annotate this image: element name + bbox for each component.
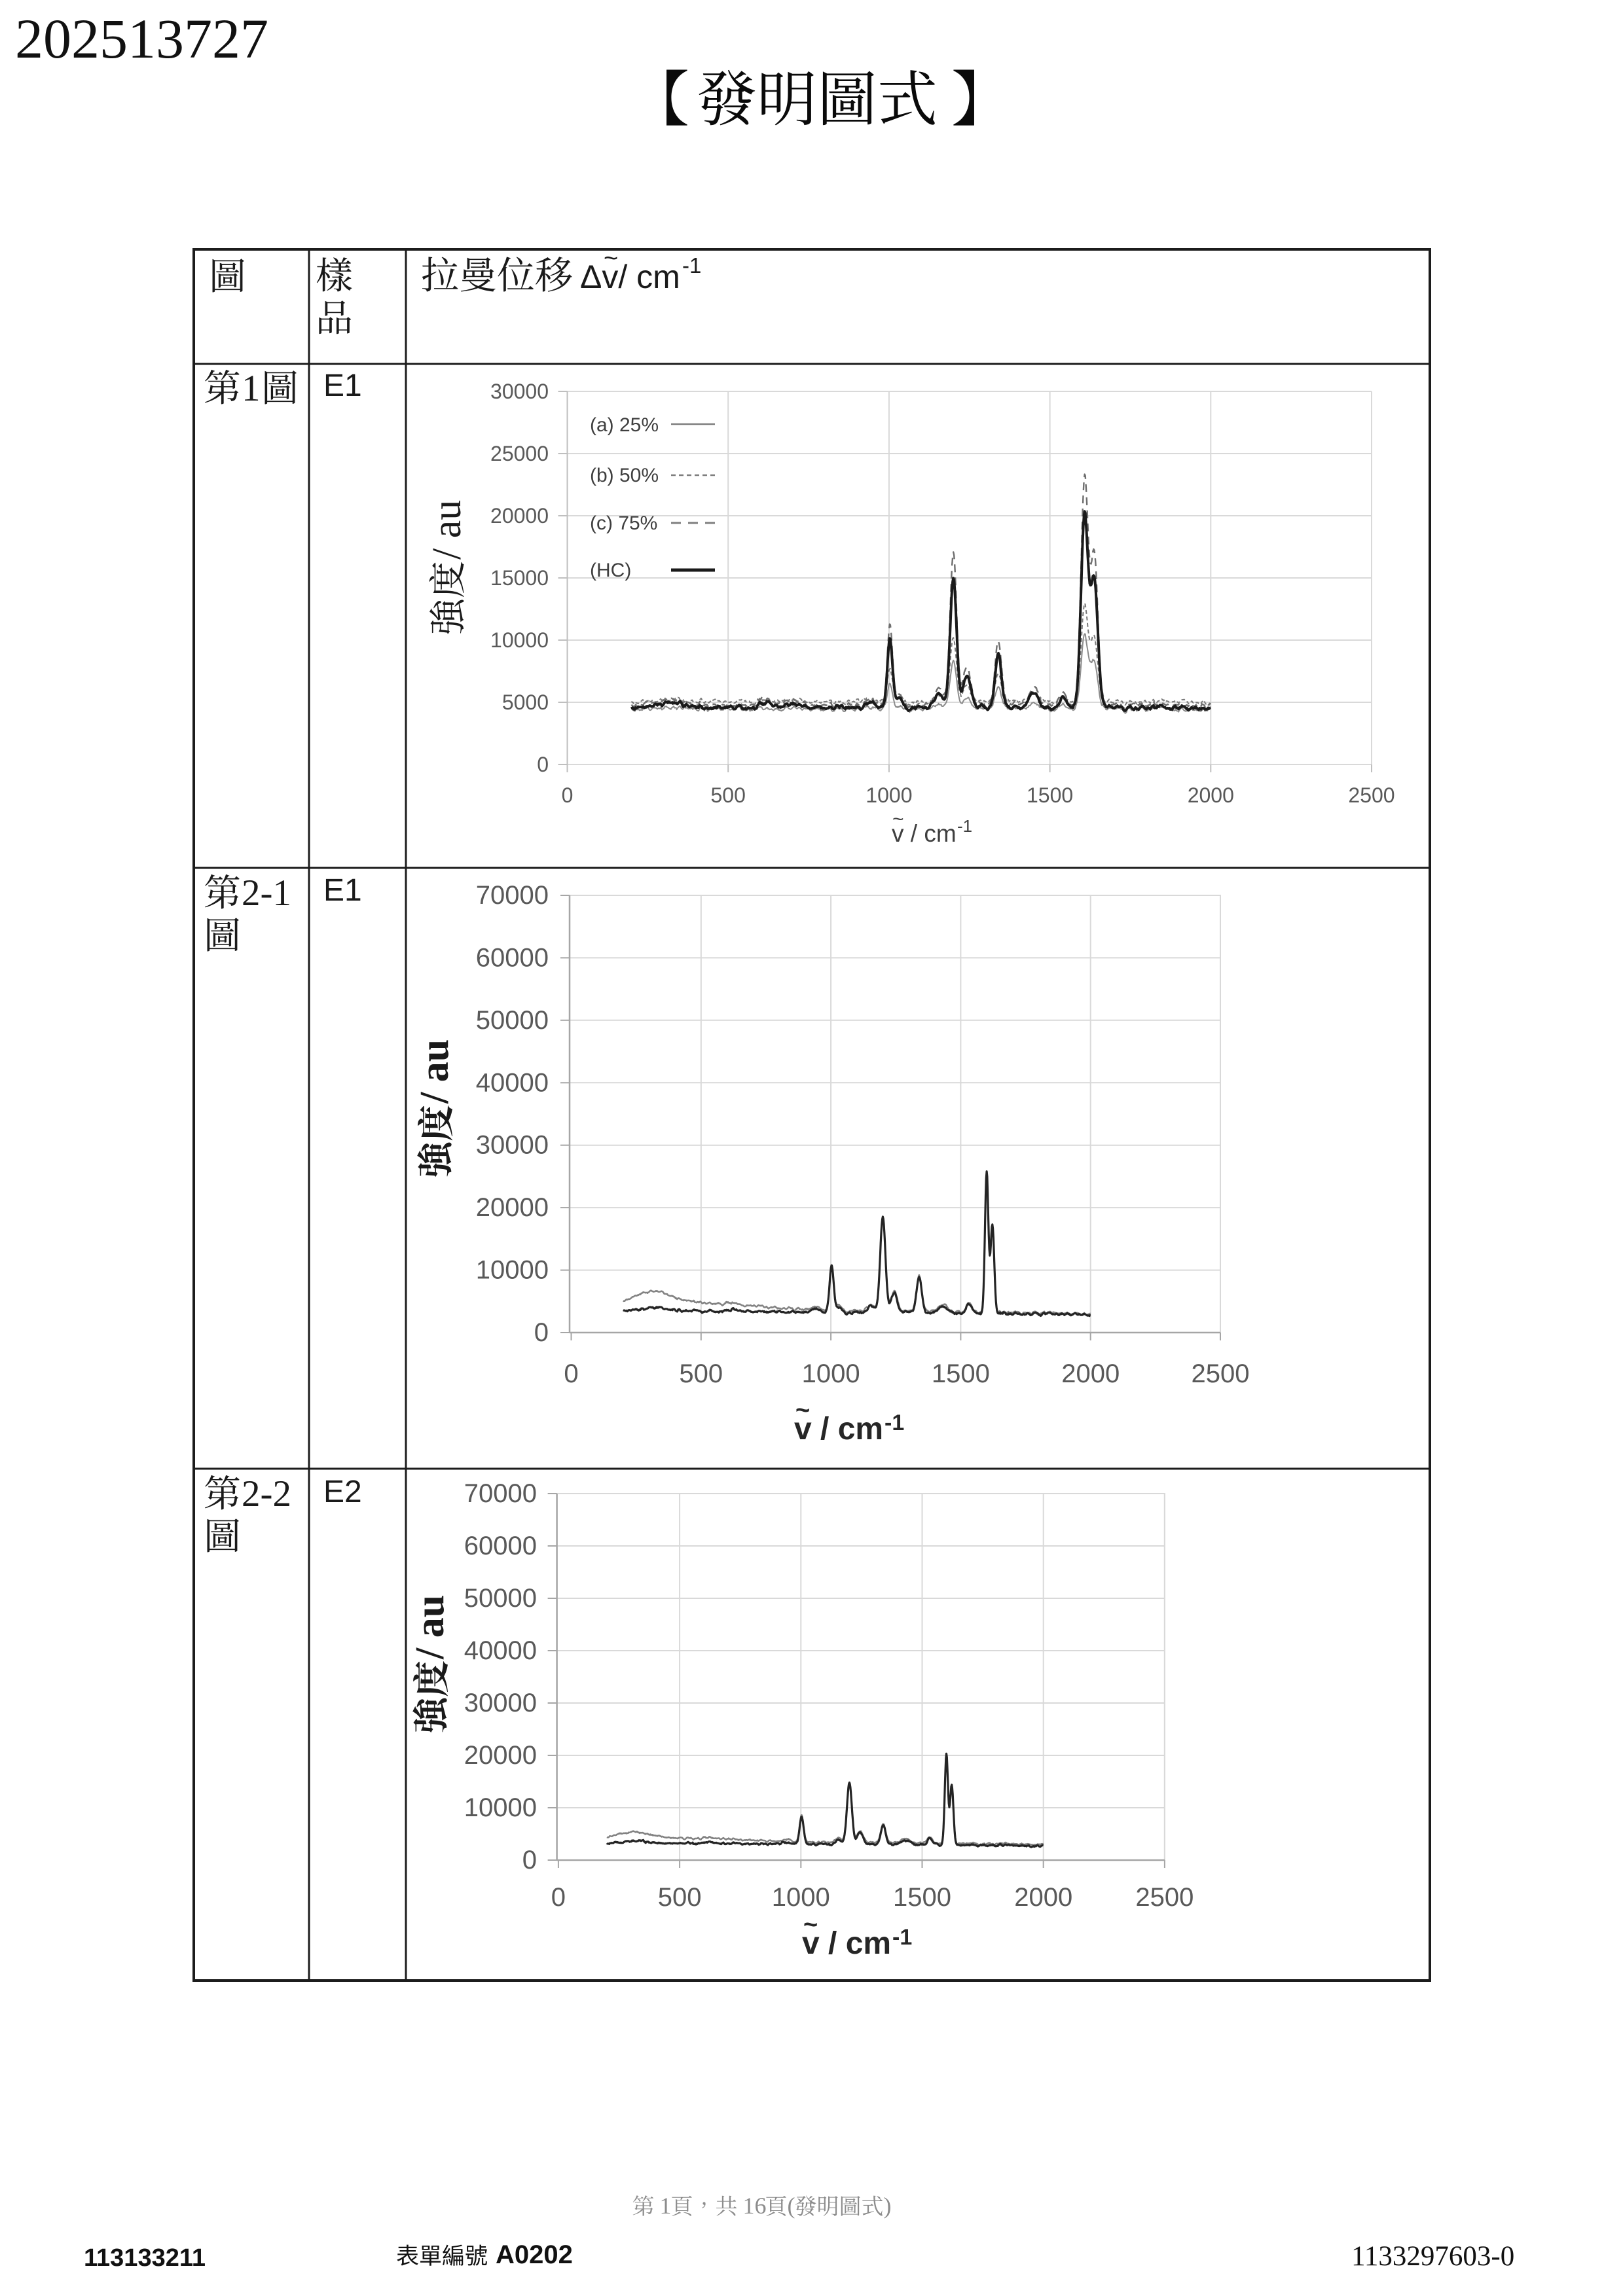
svg-text:~: ~ bbox=[892, 808, 904, 830]
svg-text:2500: 2500 bbox=[1135, 1883, 1194, 1912]
svg-text:10000: 10000 bbox=[490, 628, 549, 652]
svg-text:50000: 50000 bbox=[476, 1006, 549, 1035]
svg-text:2500: 2500 bbox=[1192, 1359, 1250, 1388]
svg-text:30000: 30000 bbox=[464, 1689, 537, 1717]
svg-text:E1: E1 bbox=[323, 368, 362, 403]
svg-text:-1: -1 bbox=[957, 816, 972, 836]
svg-text:40000: 40000 bbox=[464, 1636, 537, 1665]
svg-text:500: 500 bbox=[679, 1359, 723, 1388]
svg-text:1000: 1000 bbox=[866, 783, 912, 807]
svg-text:10000: 10000 bbox=[476, 1256, 549, 1285]
svg-text:E1: E1 bbox=[323, 873, 362, 908]
svg-text:25000: 25000 bbox=[490, 442, 549, 465]
svg-text:0: 0 bbox=[564, 1359, 578, 1388]
svg-text:202513727: 202513727 bbox=[15, 7, 268, 70]
svg-text:30000: 30000 bbox=[476, 1131, 549, 1160]
svg-text:5000: 5000 bbox=[502, 691, 549, 714]
svg-text:60000: 60000 bbox=[476, 943, 549, 972]
svg-text:2500: 2500 bbox=[1348, 783, 1395, 807]
svg-text:/ au: / au bbox=[412, 1039, 457, 1104]
svg-text:-1: -1 bbox=[892, 1925, 912, 1950]
svg-text:500: 500 bbox=[711, 783, 746, 807]
svg-text:1: 1 bbox=[660, 2193, 672, 2219]
svg-text:A0202: A0202 bbox=[496, 2240, 573, 2269]
svg-text:10000: 10000 bbox=[464, 1793, 537, 1822]
svg-text:~: ~ bbox=[795, 1397, 810, 1424]
svg-text:(a) 25%: (a) 25% bbox=[590, 414, 659, 436]
svg-text:): ) bbox=[884, 2193, 892, 2219]
svg-text:(b) 50%: (b) 50% bbox=[590, 465, 659, 486]
svg-text:40000: 40000 bbox=[476, 1068, 549, 1097]
svg-text:/ au: / au bbox=[408, 1595, 452, 1660]
svg-text:(HC): (HC) bbox=[590, 560, 631, 581]
svg-text:30000: 30000 bbox=[490, 380, 549, 403]
svg-text:1500: 1500 bbox=[893, 1883, 951, 1912]
svg-text:0: 0 bbox=[562, 783, 574, 807]
svg-text:500: 500 bbox=[658, 1883, 702, 1912]
svg-text:v / cm: v / cm bbox=[892, 820, 957, 847]
svg-text:~: ~ bbox=[803, 1911, 818, 1939]
svg-text:70000: 70000 bbox=[476, 881, 549, 910]
svg-text:2-2: 2-2 bbox=[242, 1473, 291, 1515]
svg-text:/ au: / au bbox=[425, 500, 469, 560]
svg-text:20000: 20000 bbox=[476, 1193, 549, 1222]
svg-text:v / cm: v / cm bbox=[802, 1926, 891, 1961]
svg-text:(c) 75%: (c) 75% bbox=[590, 512, 657, 534]
svg-text:113133211: 113133211 bbox=[84, 2244, 206, 2272]
svg-text:1500: 1500 bbox=[1027, 783, 1073, 807]
svg-text:16: 16 bbox=[743, 2193, 767, 2219]
svg-text:Δv/ cm: Δv/ cm bbox=[580, 259, 680, 295]
svg-text:0: 0 bbox=[522, 1846, 537, 1874]
svg-text:60000: 60000 bbox=[464, 1532, 537, 1560]
svg-text:1: 1 bbox=[242, 368, 261, 409]
svg-text:0: 0 bbox=[534, 1318, 549, 1347]
svg-text:2000: 2000 bbox=[1188, 783, 1234, 807]
svg-text:50000: 50000 bbox=[464, 1584, 537, 1613]
svg-text:(: ( bbox=[788, 2193, 795, 2219]
svg-text:2-1: 2-1 bbox=[242, 872, 291, 914]
svg-text:70000: 70000 bbox=[464, 1479, 537, 1508]
svg-text:-1: -1 bbox=[682, 253, 701, 278]
svg-text:2000: 2000 bbox=[1061, 1359, 1120, 1388]
svg-text:~: ~ bbox=[604, 245, 618, 272]
svg-text:v / cm: v / cm bbox=[794, 1412, 883, 1446]
svg-text:1000: 1000 bbox=[802, 1359, 860, 1388]
svg-text:0: 0 bbox=[537, 753, 549, 776]
svg-text:20000: 20000 bbox=[464, 1741, 537, 1770]
svg-text:-1: -1 bbox=[884, 1410, 904, 1435]
svg-text:E2: E2 bbox=[323, 1475, 362, 1509]
svg-text:20000: 20000 bbox=[490, 504, 549, 528]
svg-text:1000: 1000 bbox=[772, 1883, 830, 1912]
svg-text:2000: 2000 bbox=[1014, 1883, 1072, 1912]
svg-text:15000: 15000 bbox=[490, 566, 549, 590]
svg-text:1500: 1500 bbox=[932, 1359, 990, 1388]
svg-text:1133297603-0: 1133297603-0 bbox=[1351, 2241, 1514, 2272]
svg-text:0: 0 bbox=[551, 1883, 566, 1912]
